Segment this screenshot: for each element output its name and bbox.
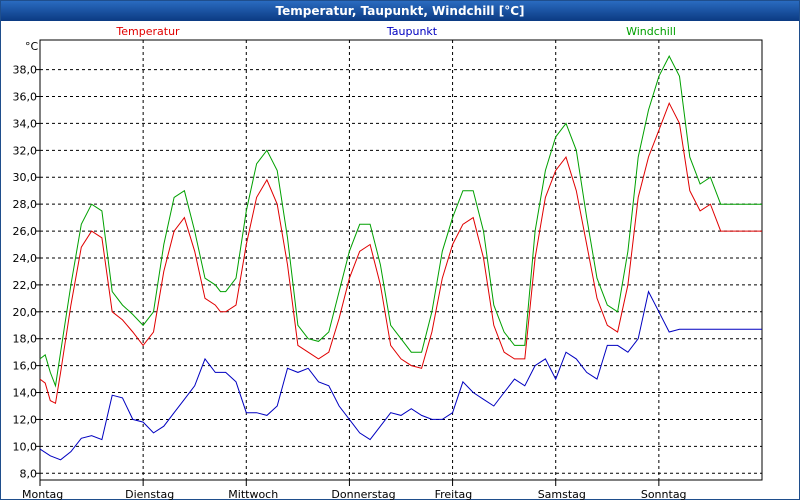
y-tick-label-7: 22,0 [13, 279, 38, 292]
x-tick-day-0: Montag [22, 488, 63, 500]
y-tick-label-12: 32,0 [13, 144, 38, 157]
y-axis-unit: °C [25, 40, 39, 53]
series-line-windchill [39, 54, 762, 388]
y-tick-label-8: 24,0 [13, 252, 38, 265]
y-tick-label-11: 30,0 [13, 171, 38, 184]
y-tick-label-6: 20,0 [13, 306, 38, 319]
y-tick-label-13: 34,0 [13, 117, 38, 130]
x-tick-day-4: Freitag [435, 488, 473, 500]
chart-title: Temperatur, Taupunkt, Windchill [°C] [1, 1, 799, 21]
y-tick-label-14: 36,0 [13, 91, 38, 104]
y-tick-label-2: 12,0 [13, 413, 38, 426]
x-axis-ticks: Montag13.08.12Dienstag14.08.12Mittwoch15… [22, 480, 687, 500]
x-tick-day-2: Mittwoch [228, 488, 278, 500]
legend: Temperatur Taupunkt Windchill [115, 25, 676, 38]
plot-area [39, 39, 763, 481]
y-tick-label-4: 16,0 [13, 360, 38, 373]
y-tick-label-3: 14,0 [13, 387, 38, 400]
series-lines [39, 54, 762, 461]
legend-entry-windchill: Windchill [626, 25, 676, 38]
series-line-taupunkt [39, 290, 762, 461]
x-tick-day-6: Sonntag [641, 488, 687, 500]
x-tick-day-3: Donnerstag [331, 488, 395, 500]
grid-lines [40, 40, 762, 480]
y-tick-label-0: 8,0 [20, 467, 38, 480]
y-tick-label-5: 18,0 [13, 333, 38, 346]
y-tick-label-1: 10,0 [13, 440, 38, 453]
legend-entry-taupunkt: Taupunkt [386, 25, 438, 38]
legend-entry-temperatur: Temperatur [115, 25, 180, 38]
x-tick-day-1: Dienstag [125, 488, 174, 500]
y-tick-label-10: 28,0 [13, 198, 38, 211]
series-line-temperatur [39, 101, 762, 405]
y-tick-label-9: 26,0 [13, 225, 38, 238]
y-axis-ticks: 8,0 10,0 12,0 14,0 16,0 18,0 20,0 22,0 24,0 26,0 2… [13, 64, 40, 480]
x-tick-day-5: Samstag [538, 488, 586, 500]
y-tick-label-15: 38,0 [13, 64, 38, 77]
chart-canvas: 8,0 10,0 12,0 14,0 16,0 18,0 20,0 22,0 24,0 26,0 2… [13, 25, 763, 500]
